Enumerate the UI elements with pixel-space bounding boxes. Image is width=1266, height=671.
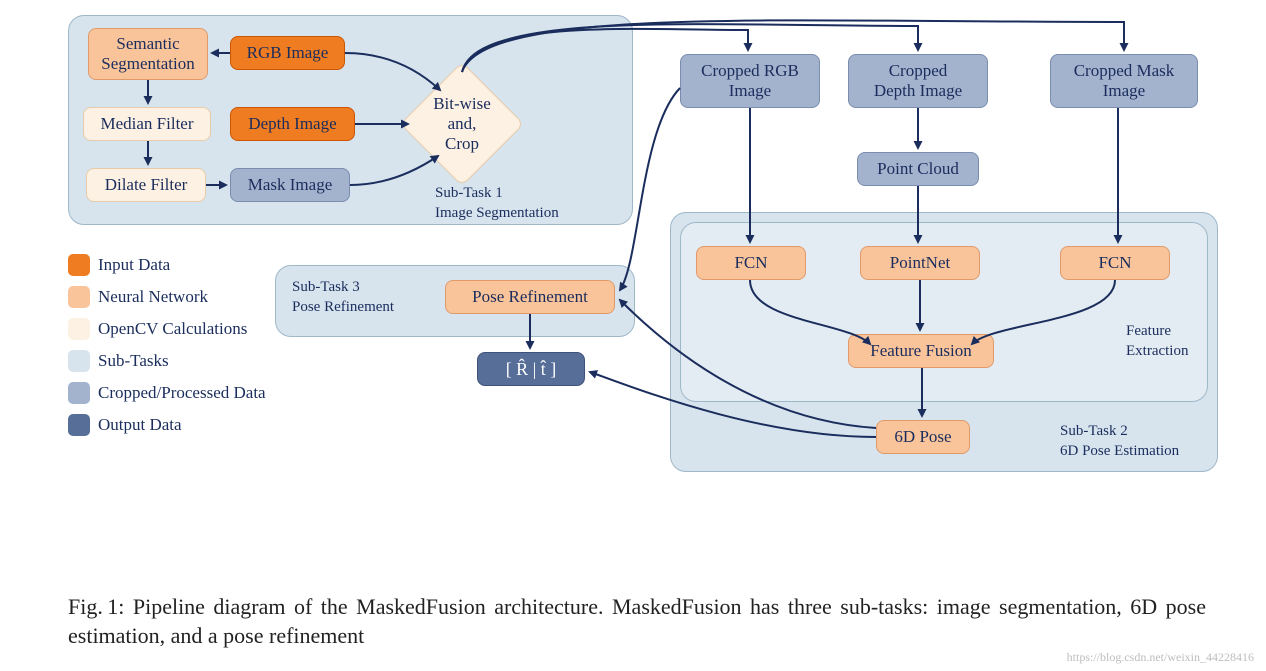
legend-label: OpenCV Calculations: [98, 319, 247, 339]
subtask-3-label: Sub-Task 3 Pose Refinement: [292, 278, 394, 317]
legend-row: Sub-Tasks: [68, 350, 266, 372]
legend-row: Cropped/Processed Data: [68, 382, 266, 404]
median-filter-node: Median Filter: [83, 107, 211, 141]
pointnet-node: PointNet: [860, 246, 980, 280]
rgb-image-label: RGB Image: [247, 43, 329, 63]
legend-row: OpenCV Calculations: [68, 318, 266, 340]
median-filter-label: Median Filter: [100, 114, 193, 134]
depth-image-label: Depth Image: [248, 114, 336, 134]
feature-fusion-node: Feature Fusion: [848, 334, 994, 368]
bitwise-crop-label: Bit-wise and, Crop: [419, 94, 505, 154]
legend-swatch-subtask: [68, 350, 90, 372]
legend-label: Cropped/Processed Data: [98, 383, 266, 403]
rgb-image-node: RGB Image: [230, 36, 345, 70]
point-cloud-label: Point Cloud: [877, 159, 959, 179]
output-label: [ R̂ | t̂ ]: [506, 359, 557, 380]
subtask-2-label-l1: Sub-Task 2: [1060, 423, 1128, 439]
output-node: [ R̂ | t̂ ]: [477, 352, 585, 386]
mask-image-node: Mask Image: [230, 168, 350, 202]
subtask-2-label: Sub-Task 2 6D Pose Estimation: [1060, 422, 1179, 461]
cropped-rgb-label: Cropped RGB Image: [701, 61, 799, 101]
cropped-depth-node: Cropped Depth Image: [848, 54, 988, 108]
dilate-filter-node: Dilate Filter: [86, 168, 206, 202]
watermark-text: https://blog.csdn.net/weixin_44228416: [1067, 650, 1254, 665]
legend-row: Output Data: [68, 414, 266, 436]
fcn-1-label: FCN: [734, 253, 767, 273]
legend-swatch-cropped: [68, 382, 90, 404]
cropped-mask-label: Cropped Mask Image: [1074, 61, 1175, 101]
subtask-1-label-l2: Image Segmentation: [435, 205, 559, 221]
subtask-2-label-l2: 6D Pose Estimation: [1060, 443, 1179, 459]
legend-row: Input Data: [68, 254, 266, 276]
semantic-segmentation-label: Semantic Segmentation: [101, 34, 194, 74]
cropped-mask-node: Cropped Mask Image: [1050, 54, 1198, 108]
legend-row: Neural Network: [68, 286, 266, 308]
subtask-1-label: Sub-Task 1 Image Segmentation: [435, 184, 559, 223]
mask-image-label: Mask Image: [248, 175, 333, 195]
legend-swatch-neural-network: [68, 286, 90, 308]
pose-refinement-label: Pose Refinement: [472, 287, 588, 307]
legend-label: Output Data: [98, 415, 182, 435]
semantic-segmentation-node: Semantic Segmentation: [88, 28, 208, 80]
legend-swatch-input-data: [68, 254, 90, 276]
subtask-3-label-l1: Sub-Task 3: [292, 279, 360, 295]
cropped-depth-label: Cropped Depth Image: [874, 61, 962, 101]
pose-refinement-node: Pose Refinement: [445, 280, 615, 314]
fcn-2-label: FCN: [1098, 253, 1131, 273]
depth-image-node: Depth Image: [230, 107, 355, 141]
point-cloud-node: Point Cloud: [857, 152, 979, 186]
pose-6d-node: 6D Pose: [876, 420, 970, 454]
dilate-filter-label: Dilate Filter: [105, 175, 188, 195]
cropped-rgb-node: Cropped RGB Image: [680, 54, 820, 108]
pointnet-label: PointNet: [890, 253, 950, 273]
subtask-3-label-l2: Pose Refinement: [292, 299, 394, 315]
subtask-1-label-l1: Sub-Task 1: [435, 185, 503, 201]
feature-extraction-label-l2: Extraction: [1126, 343, 1188, 359]
figure-caption: Fig. 1: Pipeline diagram of the MaskedFu…: [68, 592, 1206, 651]
pose-6d-label: 6D Pose: [894, 427, 951, 447]
legend-label: Sub-Tasks: [98, 351, 169, 371]
legend: Input Data Neural Network OpenCV Calcula…: [68, 254, 266, 446]
legend-swatch-opencv: [68, 318, 90, 340]
feature-fusion-label: Feature Fusion: [870, 341, 972, 361]
fcn-1-node: FCN: [696, 246, 806, 280]
legend-swatch-output: [68, 414, 90, 436]
legend-label: Neural Network: [98, 287, 208, 307]
feature-extraction-label: Feature Extraction: [1126, 322, 1188, 361]
legend-label: Input Data: [98, 255, 170, 275]
fcn-2-node: FCN: [1060, 246, 1170, 280]
feature-extraction-label-l1: Feature: [1126, 323, 1171, 339]
